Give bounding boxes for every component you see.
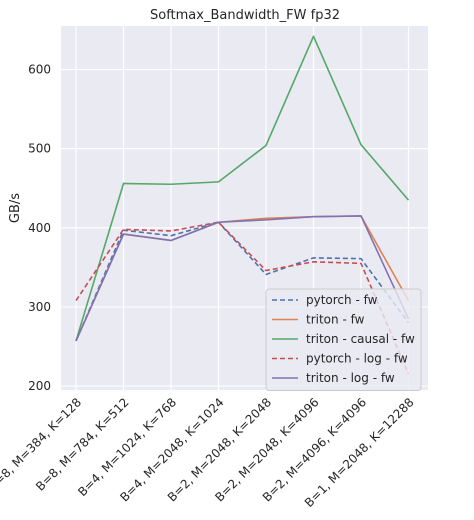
legend-label: triton - fw [306,313,365,327]
legend-box [265,288,422,391]
legend-label: pytorch - fw [306,293,378,307]
legend: pytorch - fw triton - fw triton - causal -… [265,288,422,391]
series-line [75,221,410,375]
chart-title: Softmax_Bandwidth_FW fp32 [150,8,340,23]
y-tick-label: 400 [28,221,51,235]
y-axis-label: GB/s [8,193,23,223]
series-line [75,35,410,342]
y-tick-labels: 200 300 400 500 600 [28,63,51,394]
x-tick-label: B=8, M=784, K=512 [33,395,132,494]
series-line [75,221,410,342]
y-tick-label: 200 [28,379,51,393]
y-tick-label: 300 [28,300,51,314]
y-tick-label: 500 [28,142,51,156]
legend-label: triton - causal - fw [306,332,415,346]
legend-label: pytorch - log - fw [306,352,408,366]
series-lines [75,35,410,375]
legend-label: triton - log - fw [306,371,395,385]
series-line [75,215,410,342]
y-tick-label: 600 [28,63,51,77]
